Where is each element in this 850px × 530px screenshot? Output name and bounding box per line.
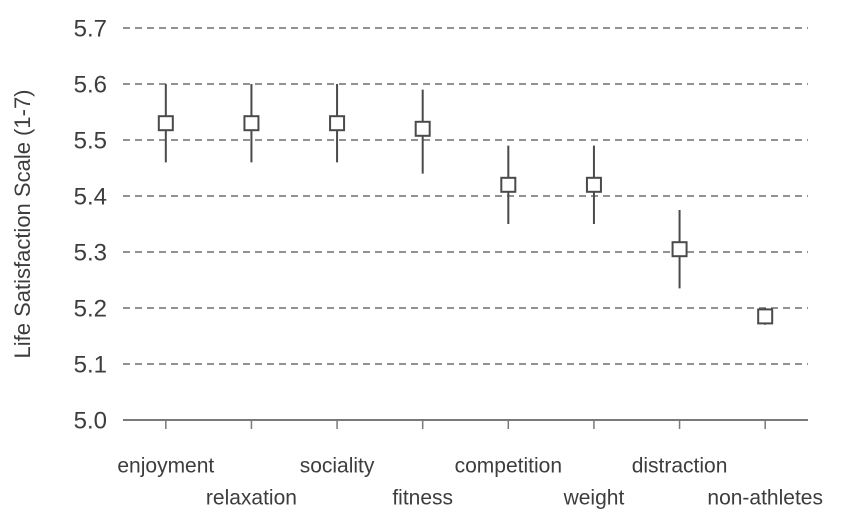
- x-category-label: enjoyment: [117, 454, 214, 477]
- axis-labels: 5.0 5.1 5.2 5.3 5.4 5.5 5.6 5.7 enjoyment relaxat…: [74, 15, 823, 509]
- y-tick-label: 5.1: [74, 351, 107, 378]
- x-category-label: relaxation: [206, 486, 297, 509]
- x-category-label: distraction: [632, 454, 728, 477]
- x-category-label: competition: [455, 454, 562, 477]
- marker-square: [757, 308, 774, 325]
- marker-square: [585, 176, 602, 193]
- y-tick-label: 5.3: [74, 239, 107, 266]
- y-tick-label: 5.5: [74, 127, 107, 154]
- gridlines: [123, 27, 808, 365]
- marker-square: [329, 115, 346, 132]
- data-markers: [157, 84, 774, 325]
- x-category-label: non-athletes: [707, 486, 823, 509]
- marker-square: [414, 120, 431, 137]
- marker-square: [671, 241, 688, 258]
- axes: [123, 419, 808, 429]
- marker-square: [157, 115, 174, 132]
- y-tick-label: 5.0: [74, 407, 107, 434]
- marker-square: [500, 176, 517, 193]
- y-tick-label: 5.7: [74, 15, 107, 42]
- x-category-label: sociality: [300, 454, 375, 477]
- y-tick-label: 5.4: [74, 183, 107, 210]
- x-category-label: fitness: [392, 486, 453, 509]
- marker-square: [243, 115, 260, 132]
- x-category-label: weight: [563, 486, 625, 509]
- y-tick-label: 5.6: [74, 71, 107, 98]
- y-tick-label: 5.2: [74, 295, 107, 322]
- y-axis-title: Life Satisfaction Scale (1-7): [10, 89, 35, 358]
